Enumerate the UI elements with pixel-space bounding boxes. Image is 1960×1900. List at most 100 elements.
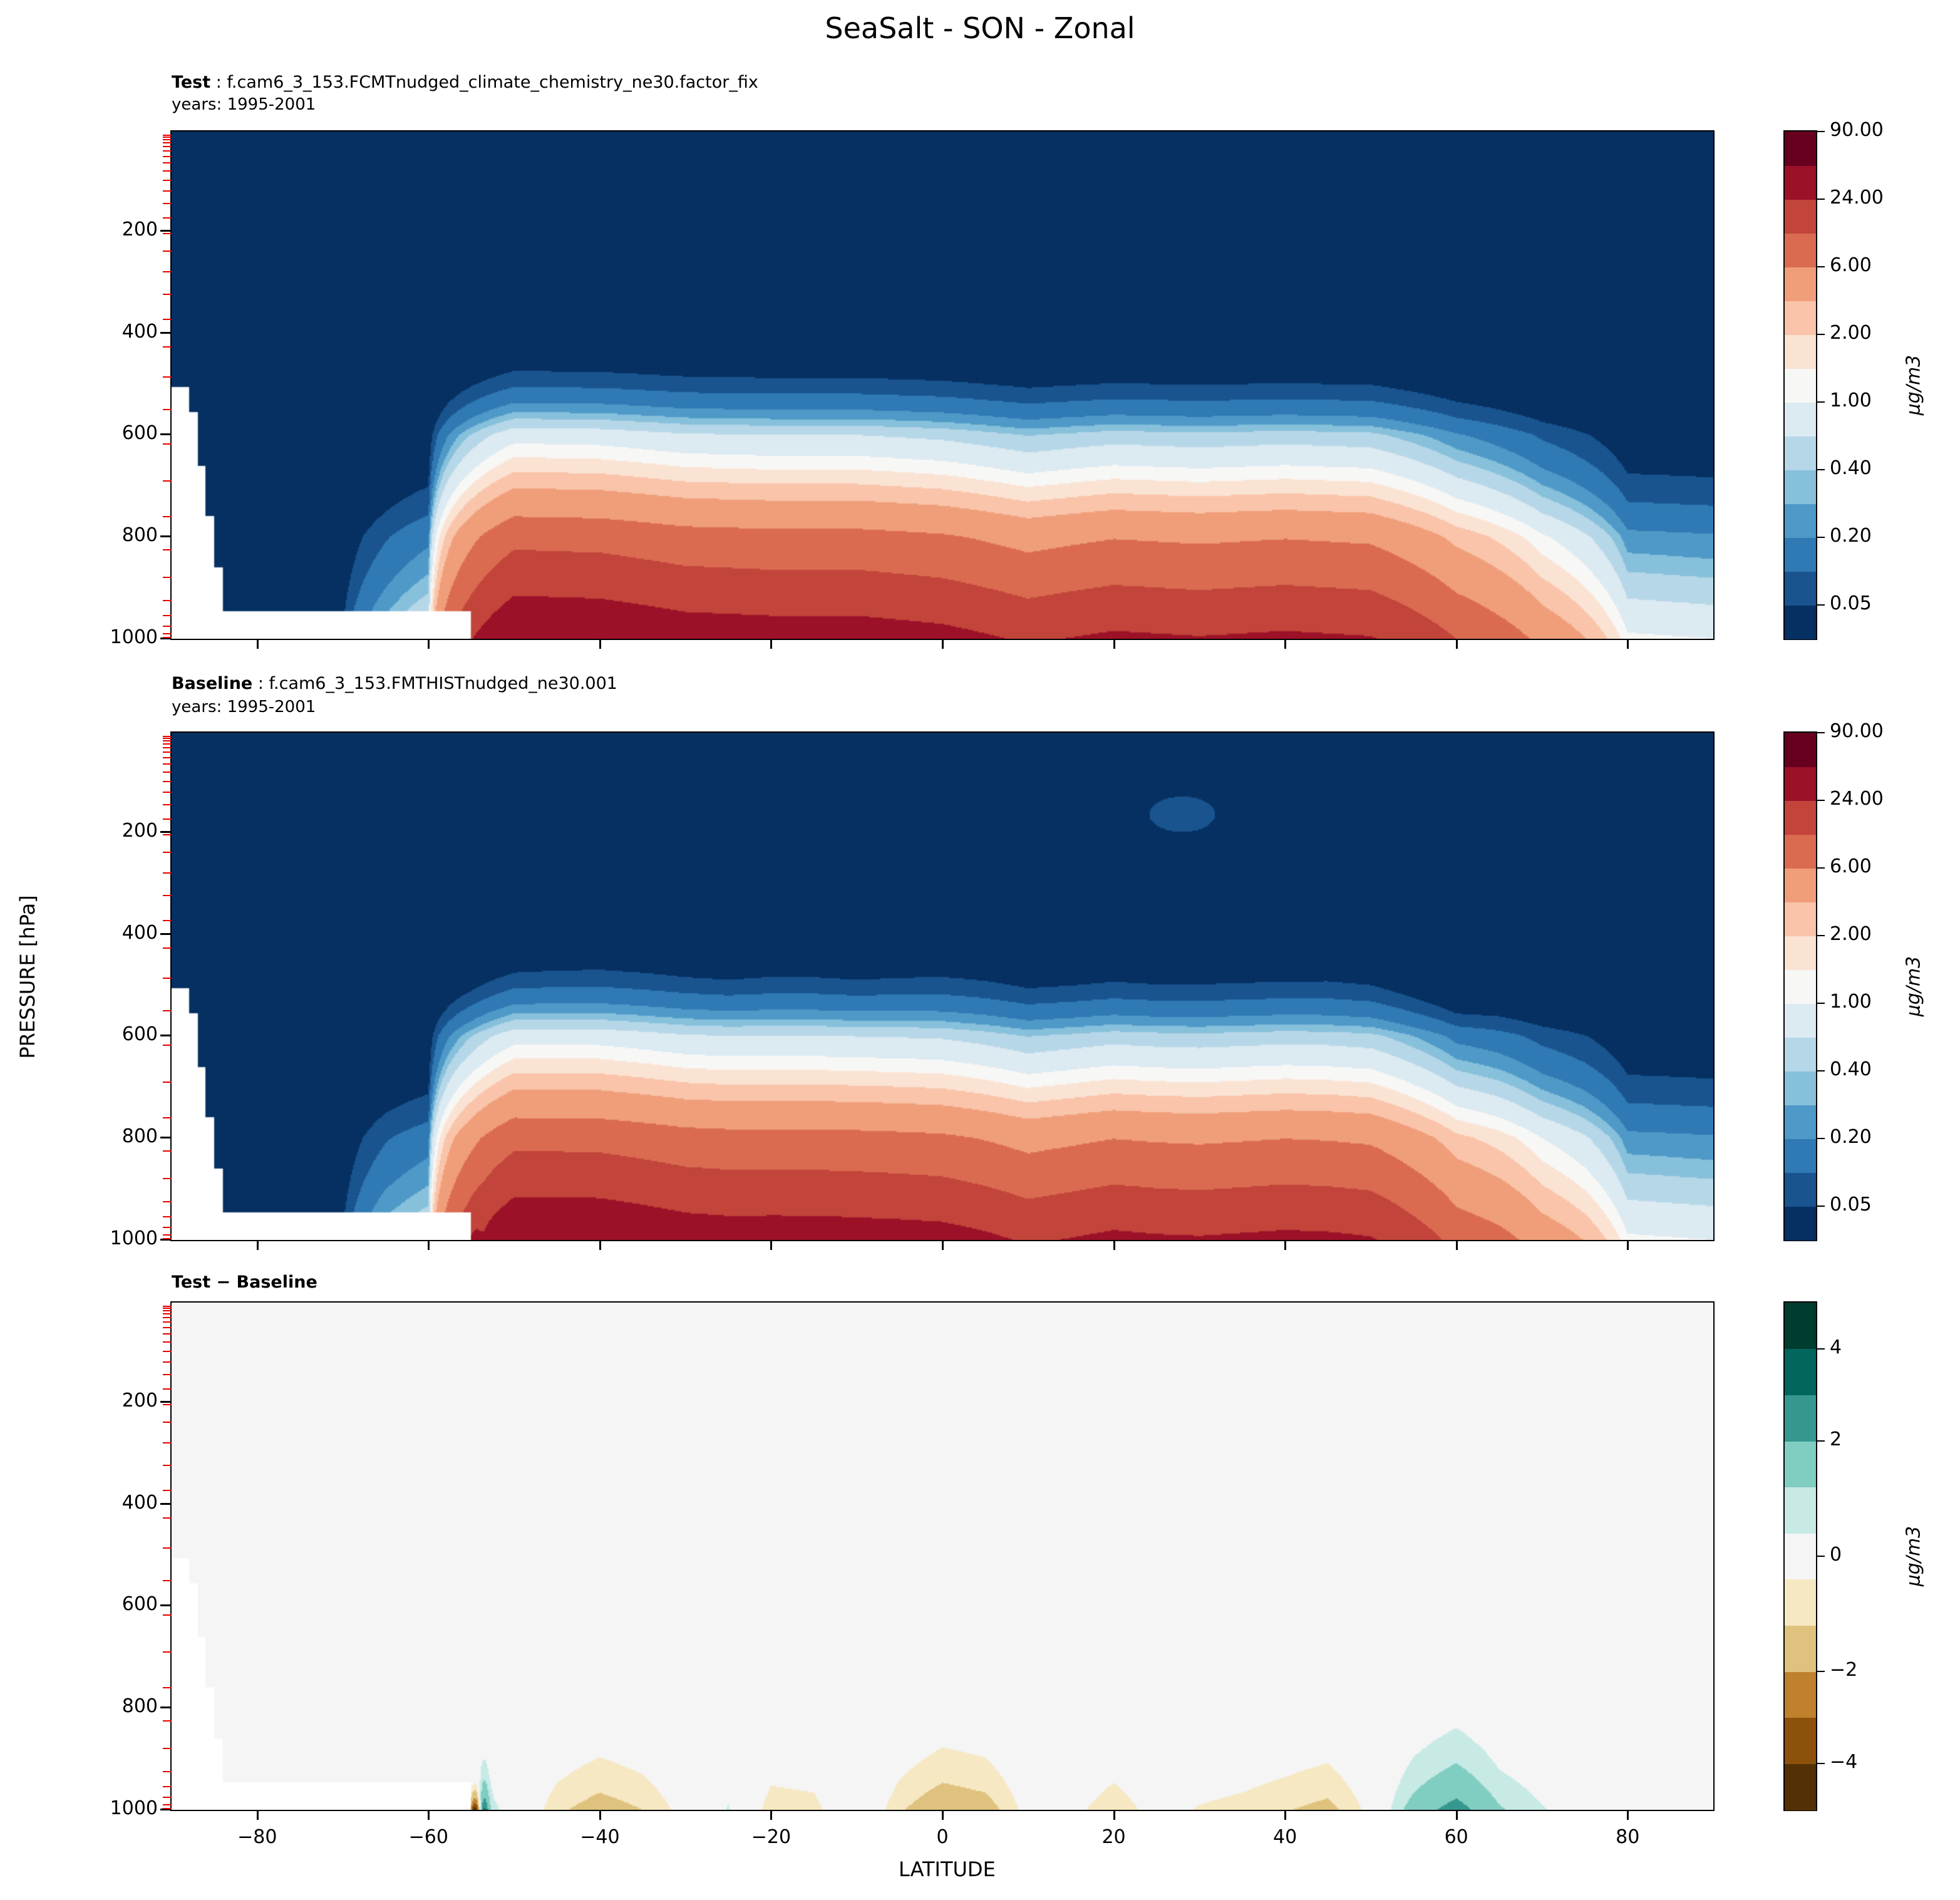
model-level-tick bbox=[163, 1238, 172, 1240]
x-tick bbox=[770, 1240, 773, 1250]
model-level-tick bbox=[163, 480, 172, 482]
y-tick-label: 400 bbox=[121, 921, 158, 944]
x-tick-label: −60 bbox=[408, 1826, 448, 1848]
colorbar-segment bbox=[1785, 1348, 1816, 1395]
model-level-tick bbox=[163, 1464, 172, 1466]
colorbar-tick-label: 0.05 bbox=[1830, 1194, 1872, 1216]
colorbar-segment bbox=[1785, 1105, 1816, 1139]
y-tick-label: 600 bbox=[121, 422, 158, 445]
x-tick bbox=[1113, 639, 1115, 649]
x-tick bbox=[1455, 1240, 1458, 1250]
y-tick-label: 600 bbox=[121, 1023, 158, 1046]
diff-panel-heading: Test − Baseline bbox=[172, 1273, 317, 1292]
model-level-tick bbox=[163, 1796, 172, 1798]
model-level-tick bbox=[163, 740, 172, 742]
x-tick bbox=[942, 1810, 944, 1820]
y-tick-label: 600 bbox=[121, 1593, 158, 1616]
colorbar-segment bbox=[1785, 301, 1816, 335]
model-level-tick bbox=[163, 1361, 172, 1363]
figure-title: SeaSalt - SON - Zonal bbox=[825, 11, 1135, 45]
x-tick bbox=[1284, 639, 1287, 649]
model-level-tick bbox=[163, 217, 172, 219]
colorbar-segment bbox=[1785, 936, 1816, 970]
baseline-contour-plot bbox=[172, 733, 1713, 1240]
y-tick bbox=[160, 535, 172, 538]
colorbar-segment bbox=[1785, 969, 1816, 1004]
x-tick-label: −80 bbox=[237, 1826, 277, 1848]
test-colorbar-units: μg/m3 bbox=[1902, 354, 1925, 416]
model-level-tick bbox=[163, 872, 172, 874]
colorbar-tick bbox=[1817, 1763, 1825, 1765]
colorbar-tick-label: 1.00 bbox=[1830, 390, 1872, 411]
colorbar-tick bbox=[1817, 401, 1825, 403]
colorbar-tick-label: −4 bbox=[1830, 1751, 1858, 1774]
model-level-tick bbox=[163, 577, 172, 579]
colorbar-segment bbox=[1785, 165, 1816, 200]
model-level-tick bbox=[163, 751, 172, 753]
colorbar-tick-label: 0.20 bbox=[1830, 1126, 1872, 1148]
x-tick-label: −40 bbox=[580, 1826, 620, 1848]
y-tick bbox=[160, 229, 172, 232]
colorbar-tick bbox=[1817, 1070, 1825, 1071]
model-level-tick bbox=[163, 1081, 172, 1083]
colorbar-segment bbox=[1785, 902, 1816, 936]
model-level-tick bbox=[163, 346, 172, 348]
model-level-tick bbox=[163, 632, 172, 634]
model-level-tick bbox=[163, 271, 172, 272]
model-level-tick bbox=[163, 1804, 172, 1805]
test-colorbar bbox=[1783, 130, 1817, 640]
colorbar-segment bbox=[1785, 470, 1816, 504]
model-level-tick bbox=[163, 1341, 172, 1343]
x-tick bbox=[1284, 1240, 1287, 1250]
colorbar-segment bbox=[1785, 1037, 1816, 1071]
baseline-panel-heading: Baseline : f.cam6_3_153.FMTHISTnudged_ne… bbox=[172, 674, 617, 693]
colorbar-segment bbox=[1785, 368, 1816, 403]
x-tick bbox=[599, 1810, 601, 1820]
diff-panel bbox=[170, 1301, 1715, 1811]
colorbar-tick-label: 0.05 bbox=[1830, 592, 1872, 614]
colorbar-tick bbox=[1817, 1671, 1825, 1673]
model-level-tick bbox=[163, 947, 172, 949]
x-tick bbox=[1627, 639, 1629, 649]
model-level-tick bbox=[163, 1442, 172, 1443]
colorbar-segment bbox=[1785, 1579, 1816, 1626]
colorbar-tick bbox=[1817, 1348, 1825, 1350]
colorbar-segment bbox=[1785, 1717, 1816, 1764]
x-tick-label: 0 bbox=[936, 1826, 949, 1848]
x-tick bbox=[942, 1240, 944, 1250]
model-level-tick bbox=[163, 1614, 172, 1616]
model-level-tick bbox=[163, 1117, 172, 1118]
colorbar-tick-label: 2.00 bbox=[1830, 322, 1872, 344]
x-tick-label: 20 bbox=[1101, 1826, 1126, 1848]
model-level-tick bbox=[163, 781, 172, 783]
colorbar-segment bbox=[1785, 571, 1816, 606]
colorbar-tick-label: 0.40 bbox=[1830, 457, 1872, 479]
y-tick bbox=[160, 1502, 172, 1505]
y-tick-label: 800 bbox=[121, 1695, 158, 1718]
y-tick-label: 800 bbox=[121, 1125, 158, 1148]
colorbar-segment bbox=[1785, 1440, 1816, 1488]
model-level-tick bbox=[163, 756, 172, 758]
model-level-tick bbox=[163, 1150, 172, 1152]
colorbar-segment bbox=[1785, 436, 1816, 470]
x-tick-label: 80 bbox=[1616, 1826, 1640, 1848]
colorbar-tick bbox=[1817, 800, 1825, 801]
colorbar-tick-label: 90.00 bbox=[1830, 720, 1884, 742]
x-tick bbox=[256, 1240, 259, 1250]
test-panel-heading-case: : f.cam6_3_153.FCMTnudged_climate_chemis… bbox=[210, 73, 758, 92]
colorbar-segment bbox=[1785, 1206, 1816, 1241]
colorbar-tick-label: 24.00 bbox=[1830, 187, 1884, 209]
colorbar-tick-label: 0 bbox=[1830, 1544, 1842, 1566]
model-level-tick bbox=[163, 250, 172, 252]
x-tick bbox=[1627, 1240, 1629, 1250]
model-level-tick bbox=[163, 318, 172, 320]
model-level-tick bbox=[163, 1045, 172, 1046]
colorbar-segment bbox=[1785, 503, 1816, 538]
test-contour-plot bbox=[172, 132, 1713, 639]
model-level-tick bbox=[163, 894, 172, 896]
colorbar-segment bbox=[1785, 233, 1816, 267]
model-level-tick bbox=[163, 1316, 172, 1318]
colorbar-tick-label: 2.00 bbox=[1830, 923, 1872, 945]
x-tick bbox=[1113, 1810, 1115, 1820]
colorbar-tick bbox=[1817, 1440, 1825, 1442]
